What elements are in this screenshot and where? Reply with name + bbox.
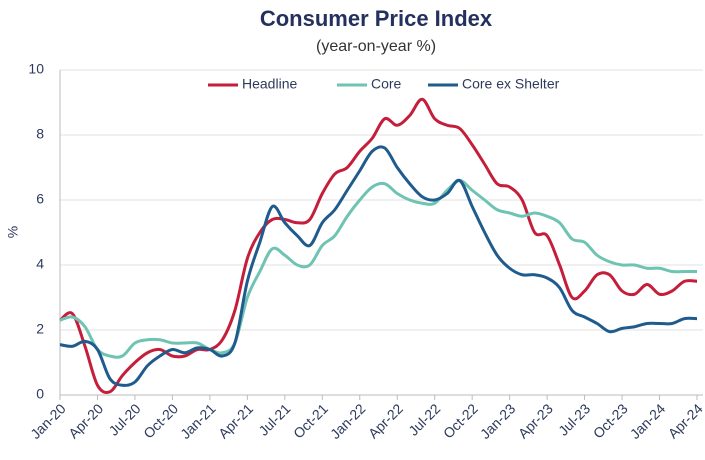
line-series bbox=[59, 145, 698, 387]
legend-label: Core bbox=[371, 76, 402, 92]
x-tick-label: Jan-20 bbox=[27, 400, 69, 442]
x-tick-label: Jan-22 bbox=[327, 400, 369, 442]
x-tick-label: Apr-24 bbox=[665, 400, 705, 441]
x-tick-label: Jul-20 bbox=[105, 400, 143, 438]
x-tick-label: Jan-21 bbox=[177, 400, 219, 442]
x-tick-label: Oct-21 bbox=[290, 400, 331, 441]
legend-label: Headline bbox=[242, 76, 297, 92]
y-tick-label: 0 bbox=[36, 386, 44, 402]
x-tick-label: Oct-23 bbox=[590, 400, 631, 441]
y-tick-label: 4 bbox=[36, 256, 44, 272]
x-tick-label: Jul-22 bbox=[405, 400, 443, 438]
x-tick-label: Jul-21 bbox=[255, 400, 293, 438]
y-tick-label: 10 bbox=[28, 61, 44, 77]
x-tick-label: Apr-20 bbox=[65, 400, 106, 441]
legend-label: Core ex Shelter bbox=[462, 76, 560, 92]
x-tick-label: Jan-23 bbox=[477, 400, 519, 442]
x-tick-label: Oct-20 bbox=[140, 400, 181, 441]
x-tick-label: Apr-21 bbox=[215, 400, 256, 441]
line-series bbox=[59, 97, 698, 394]
y-axis-label: % bbox=[5, 226, 21, 238]
x-tick-label: Oct-22 bbox=[440, 400, 481, 441]
x-tick-label: Jan-24 bbox=[627, 400, 669, 442]
x-tick-label: Apr-23 bbox=[515, 400, 556, 441]
x-tick-label: Jul-23 bbox=[555, 400, 593, 438]
y-tick-label: 6 bbox=[36, 191, 44, 207]
y-tick-label: 2 bbox=[36, 321, 44, 337]
x-tick-label: Apr-22 bbox=[365, 400, 406, 441]
chart-title: Consumer Price Index bbox=[260, 6, 493, 31]
y-tick-label: 8 bbox=[36, 126, 44, 142]
line-series bbox=[59, 179, 697, 359]
chart-subtitle: (year-on-year %) bbox=[316, 38, 436, 55]
